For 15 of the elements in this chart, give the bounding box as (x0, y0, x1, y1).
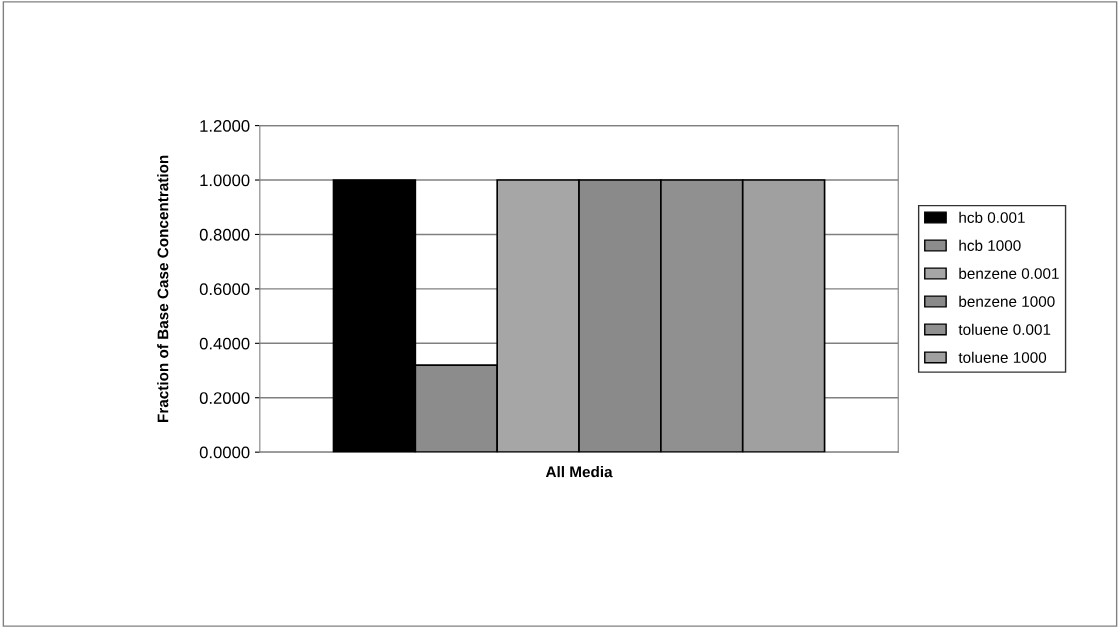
y-tick-label: 0.0000 (199, 446, 250, 459)
y-tick-label: 0.6000 (199, 283, 250, 296)
legend-label: toluene 1000 (958, 351, 1047, 363)
legend-label: hcb 1000 (959, 239, 1021, 251)
y-tick-label: 1.0000 (200, 174, 250, 187)
y-tick-label: 0.2000 (199, 392, 250, 404)
legend-label: benzene 1000 (959, 295, 1055, 307)
legend-label: benzene 0.001 (959, 267, 1059, 279)
y-axis-title: Fraction of Base Case Concentration (157, 155, 169, 422)
legend-label: hcb 0.001 (959, 211, 1025, 223)
y-tick-label: 1.2000 (200, 120, 250, 132)
y-tick-label: 0.4000 (199, 337, 250, 350)
legend-label: toluene 0.001 (958, 323, 1051, 335)
y-tick-label: 0.8000 (199, 228, 250, 241)
x-tick-label: All Media (545, 466, 613, 478)
